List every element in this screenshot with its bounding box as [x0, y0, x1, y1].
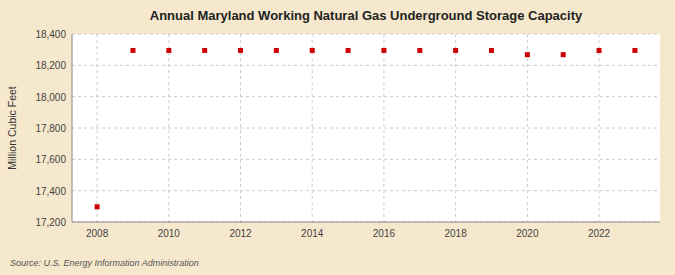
source: Source: U.S. Energy Information Administ…: [10, 258, 199, 268]
x-tick-label: 2012: [229, 228, 252, 239]
grid-line: [72, 96, 660, 97]
point: [417, 48, 422, 53]
point: [166, 48, 171, 53]
grid-line: [312, 34, 313, 222]
point: [95, 204, 100, 209]
grid-line: [240, 34, 241, 222]
point: [130, 48, 135, 53]
point: [453, 48, 458, 53]
point: [381, 48, 386, 53]
grid-line: [72, 190, 660, 191]
grid-line: [72, 65, 660, 66]
point: [238, 48, 243, 53]
y-tick-label: 18,400: [35, 29, 66, 40]
x-tick-label: 2020: [516, 228, 539, 239]
grid-line: [455, 34, 456, 222]
point: [525, 52, 530, 57]
y-tick-label: 18,000: [35, 92, 66, 103]
point: [202, 48, 207, 53]
grid-line: [383, 34, 384, 222]
chart: 17,200 17,400 17,600 17,800 18,000 18,200 18,4…: [0, 0, 675, 275]
point: [310, 48, 315, 53]
grid-line: [599, 34, 600, 222]
title: Annual Maryland Working Natural Gas Unde…: [150, 8, 583, 23]
y-axis: [72, 34, 73, 222]
grid: [72, 34, 660, 222]
y-tick-label: 18,200: [35, 60, 66, 71]
grid-line: [72, 159, 660, 160]
y-tick-label: 17,600: [35, 154, 66, 165]
plot-area: [72, 34, 660, 222]
y-axis-label: Million Cubic Feet: [6, 86, 18, 170]
x-tick-label: 2022: [588, 228, 611, 239]
grid-line: [72, 222, 660, 223]
point: [274, 48, 279, 53]
point: [489, 48, 494, 53]
y-tick-label: 17,800: [35, 123, 66, 134]
grid-line: [527, 34, 528, 222]
y-tick-label: 17,400: [35, 186, 66, 197]
grid-line: [97, 34, 98, 222]
point: [632, 48, 637, 53]
point: [346, 48, 351, 53]
x-tick-label: 2008: [86, 228, 109, 239]
points: [95, 48, 638, 209]
y-tick-label: 17,200: [35, 217, 66, 228]
x-tick-label: 2016: [373, 228, 396, 239]
point: [597, 48, 602, 53]
point: [561, 52, 566, 57]
grid-line: [72, 128, 660, 129]
x-tick-label: 2014: [301, 228, 324, 239]
x-tick-label: 2010: [158, 228, 181, 239]
x-tick-label: 2018: [445, 228, 468, 239]
grid-line: [168, 34, 169, 222]
grid-line: [72, 34, 660, 35]
x-axis: [72, 222, 660, 223]
